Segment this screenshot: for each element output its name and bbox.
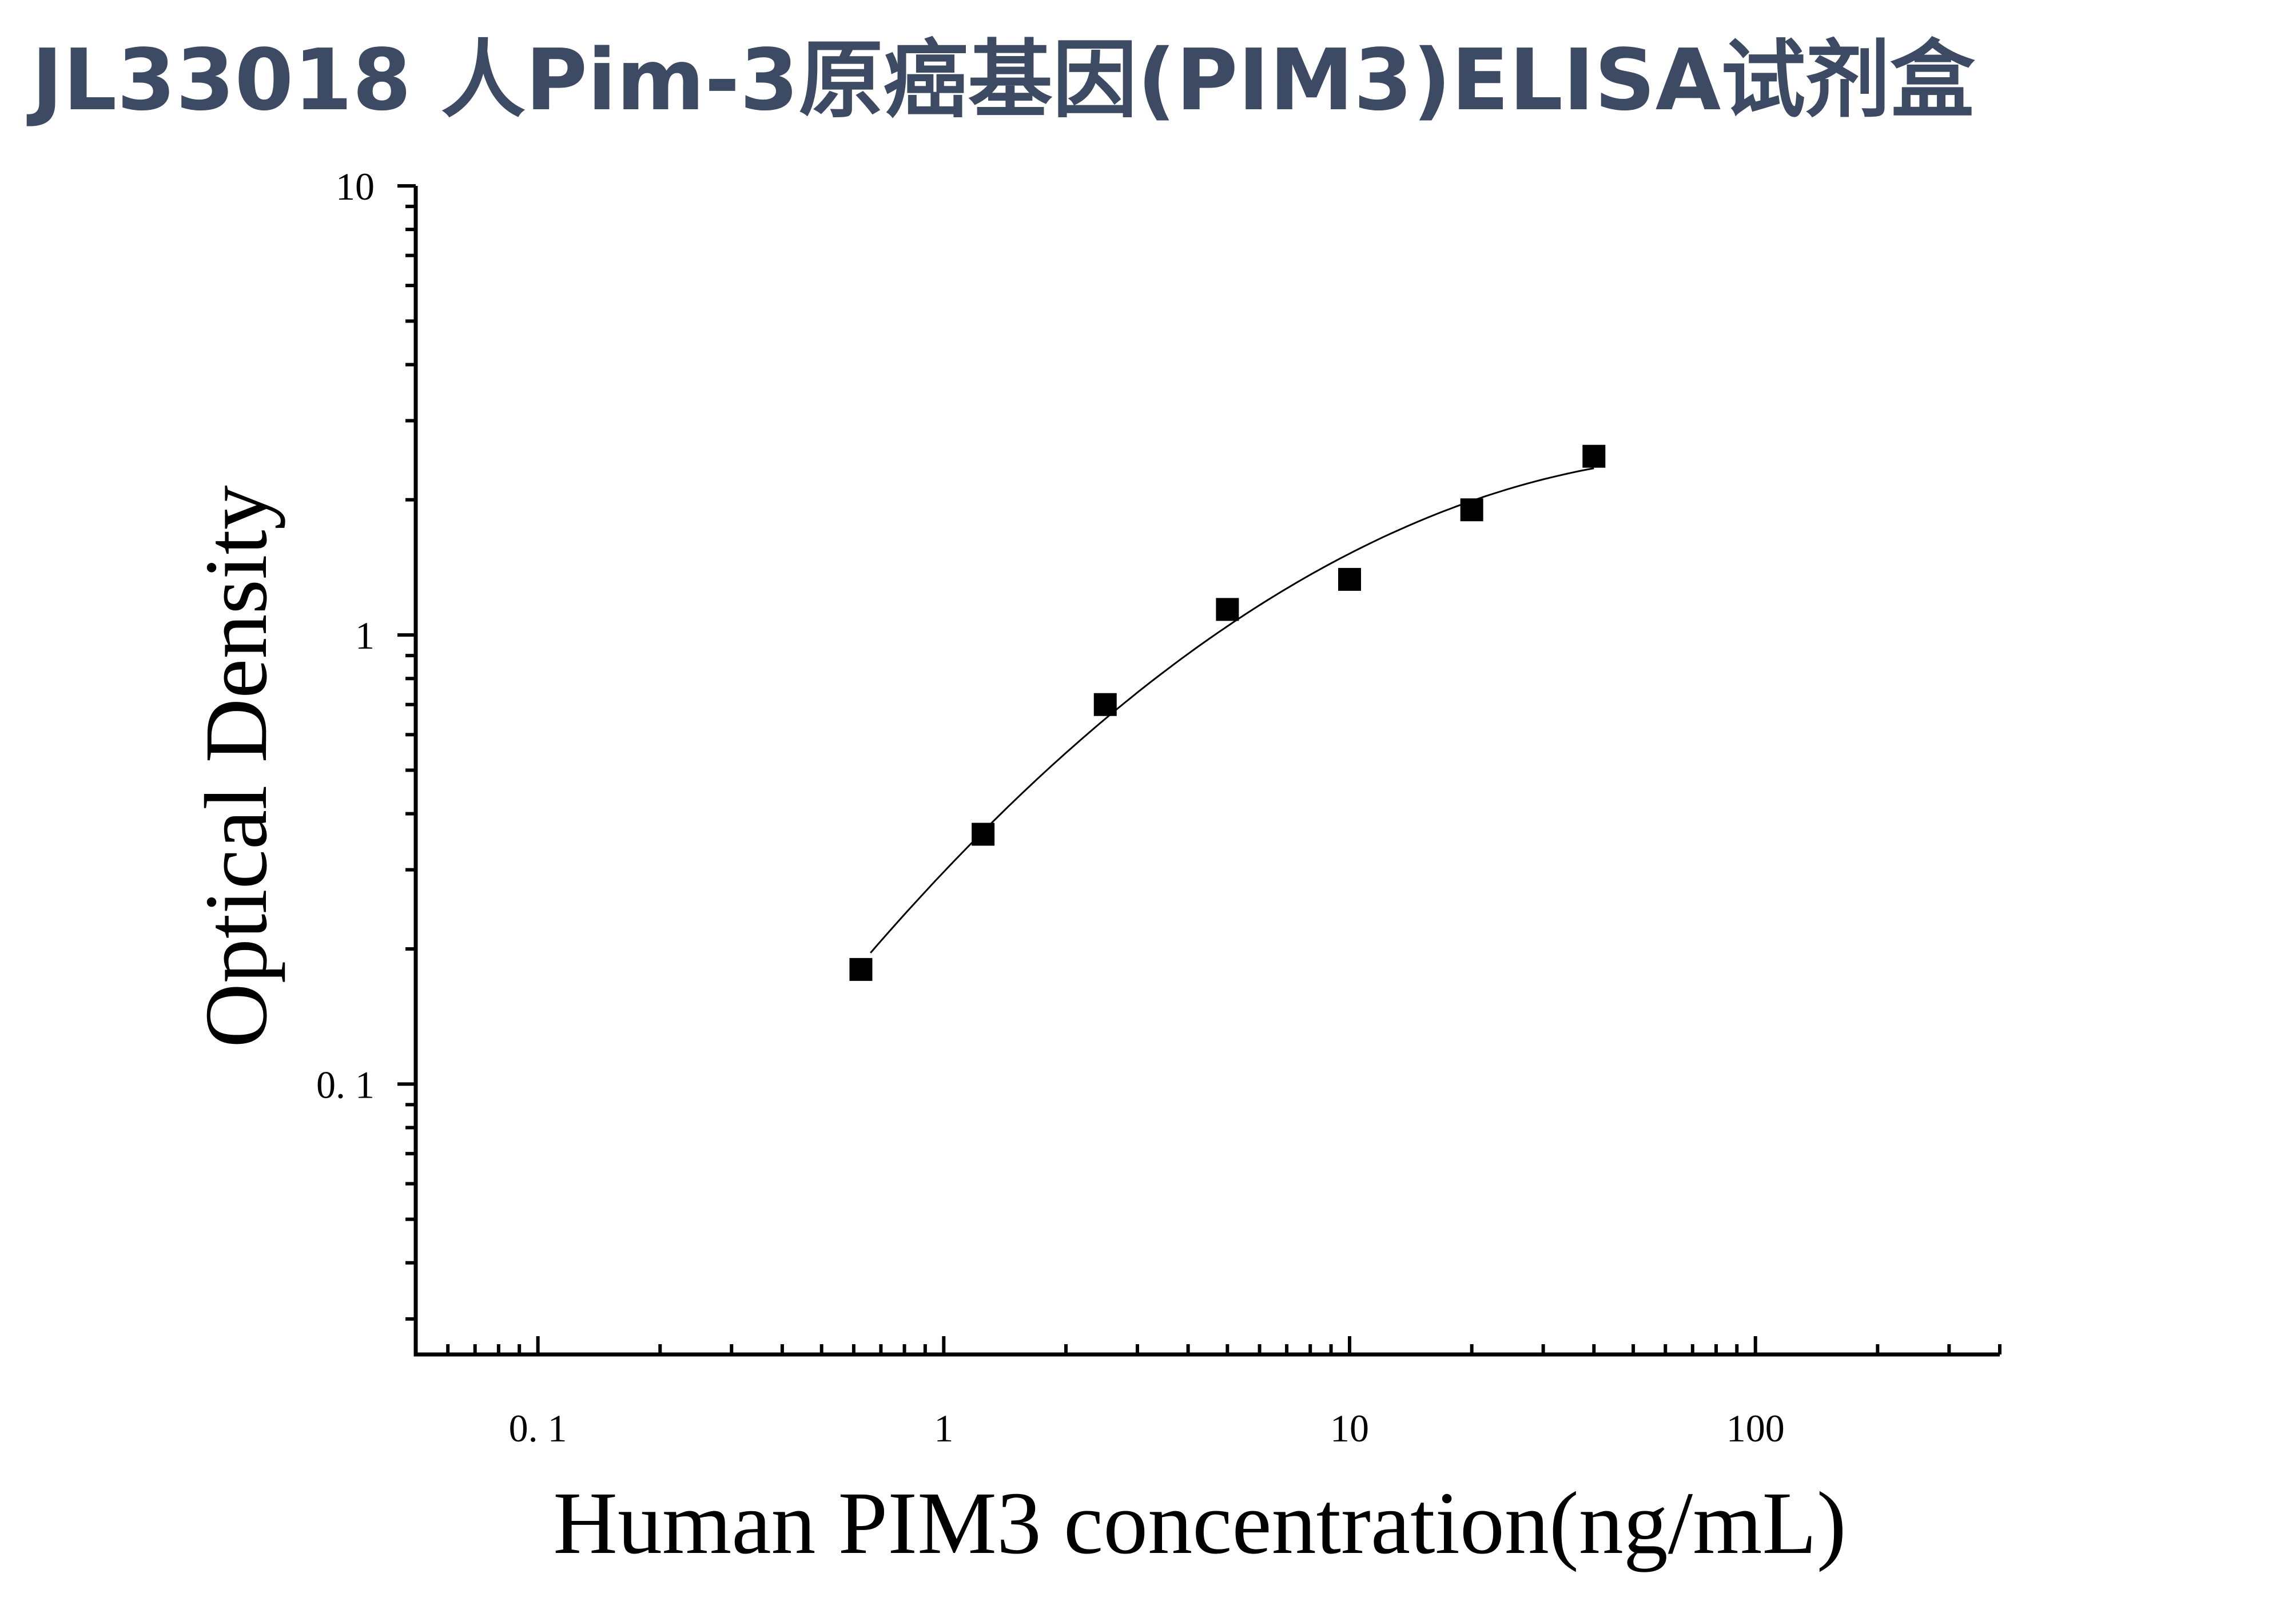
data-point bbox=[1338, 567, 1362, 591]
x-tick-label: 100 bbox=[1726, 1407, 1785, 1450]
data-point bbox=[1582, 444, 1606, 468]
data-point bbox=[1460, 498, 1483, 522]
y-tick-label: 10 bbox=[336, 165, 375, 208]
y-axis-title: Optical Density bbox=[186, 485, 285, 1047]
axes bbox=[397, 184, 2001, 1357]
fit-curve bbox=[870, 467, 1594, 954]
data-point bbox=[849, 958, 873, 981]
x-tick-label: 10 bbox=[1330, 1407, 1369, 1450]
fit-curve-layer bbox=[870, 467, 1594, 954]
data-points bbox=[849, 444, 1606, 981]
y-tick-label: 1 bbox=[355, 614, 375, 657]
data-point bbox=[1216, 598, 1239, 621]
data-point bbox=[972, 823, 995, 846]
x-axis-title: Human PIM3 concentration(ng/mL) bbox=[553, 1473, 1846, 1572]
tick-labels: 0. 1 1 10 100 0. 1 1 10 bbox=[316, 165, 1785, 1450]
x-tick-label: 1 bbox=[934, 1407, 953, 1450]
page-title: JL33018 人Pim-3原癌基因(PIM3)ELISA试剂盒 bbox=[31, 31, 1975, 129]
x-tick-label: 0. 1 bbox=[509, 1407, 567, 1450]
data-point bbox=[1093, 693, 1117, 716]
y-tick-label: 0. 1 bbox=[316, 1063, 375, 1106]
